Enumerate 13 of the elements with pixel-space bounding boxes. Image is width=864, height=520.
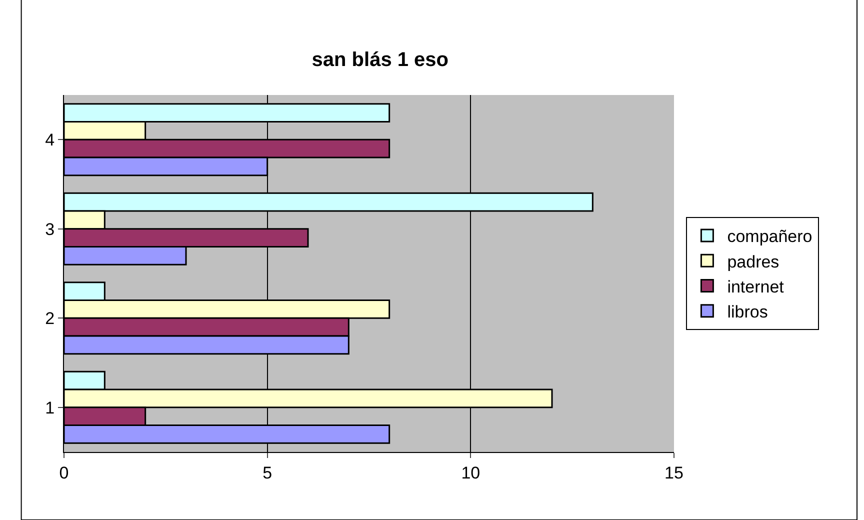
x-tick-label: 15	[664, 463, 684, 482]
y-tick-label: 4	[45, 130, 55, 150]
legend-label: compañero	[727, 227, 812, 246]
y-tick-label: 1	[45, 398, 55, 418]
y-tick-label: 2	[45, 309, 55, 328]
legend-label: padres	[727, 252, 780, 272]
legend-label: libros	[727, 302, 768, 322]
chart-title: san blás 1 eso	[312, 49, 449, 71]
y-tick-label: 3	[45, 220, 55, 239]
x-tick-label: 10	[461, 463, 480, 482]
x-tick-label: 0	[59, 463, 69, 482]
x-tick-label: 5	[262, 463, 272, 482]
legend-label: internet	[727, 277, 784, 296]
